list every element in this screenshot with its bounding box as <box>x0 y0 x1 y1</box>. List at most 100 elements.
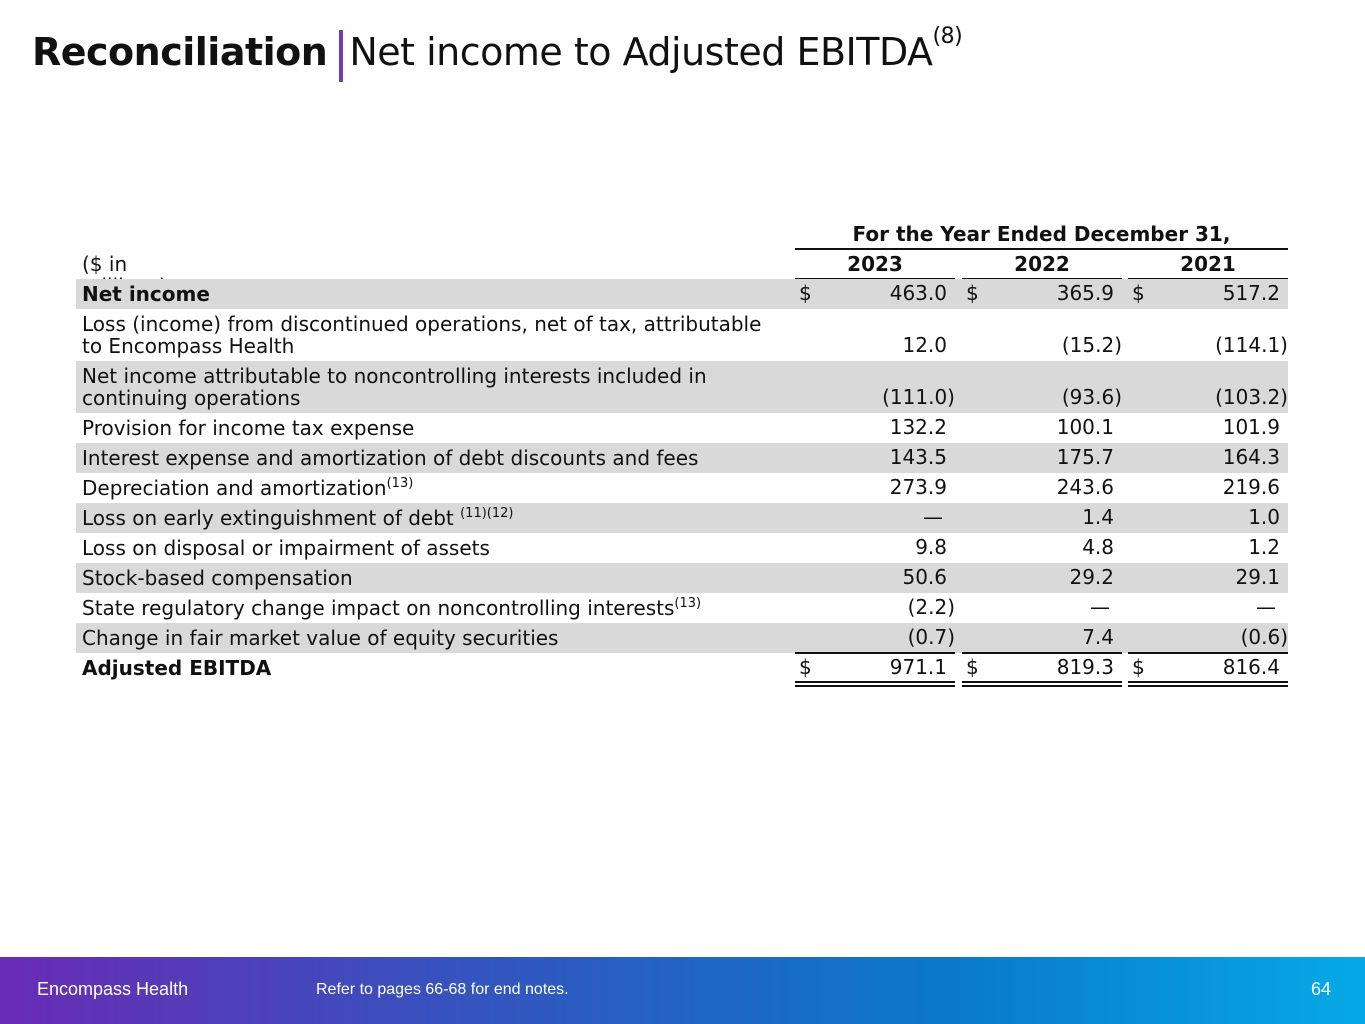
value-cell: 1.4 <box>966 505 1122 529</box>
table-row: Stock-based compensation 50.6 29.2 29.1 <box>76 563 1288 593</box>
divider <box>795 685 955 687</box>
value-cell: — <box>1132 595 1288 619</box>
value: (93.6) <box>1061 385 1122 409</box>
row-label-text: Change in fair market value of equity se… <box>82 626 559 650</box>
value: 1.2 <box>1248 535 1280 559</box>
footer-note: Refer to pages 66-68 for end notes. <box>316 981 569 998</box>
row-label: Loss (income) from discontinued operatio… <box>82 313 761 357</box>
value: 9.8 <box>915 535 947 559</box>
value: 12.0 <box>902 333 947 357</box>
value: (15.2) <box>1061 333 1122 357</box>
footnote-ref: (11)(12) <box>460 506 514 521</box>
row-label-text: Loss on early extinguishment of debt <box>82 506 461 530</box>
value: 1.4 <box>1082 505 1114 529</box>
value-cell: (111.0) <box>799 385 955 409</box>
row-label-text: Adjusted EBITDA <box>82 656 272 680</box>
year-header: 2022 <box>1014 252 1070 276</box>
value-cell: 219.6 <box>1132 475 1288 499</box>
value: 1.0 <box>1248 505 1280 529</box>
row-label: Interest expense and amortization of deb… <box>82 447 698 469</box>
value: 143.5 <box>889 445 947 469</box>
value: 273.9 <box>889 475 947 499</box>
table-row: Net income $463.0 $365.9 $517.2 <box>76 279 1288 309</box>
title-divider <box>339 30 344 82</box>
table-row: Loss on early extinguishment of debt (11… <box>76 503 1288 533</box>
row-label-text: Stock-based compensation <box>82 566 353 590</box>
currency-symbol: $ <box>1132 281 1145 305</box>
value-cell: 12.0 <box>799 333 955 357</box>
value: 219.6 <box>1222 475 1280 499</box>
row-label-text: Net income <box>82 282 210 306</box>
value-cell: 4.8 <box>966 535 1122 559</box>
footer-company: Encompass Health <box>37 979 189 999</box>
page-number: 64 <box>1311 979 1332 999</box>
value: — <box>923 505 943 529</box>
value-cell: 9.8 <box>799 535 955 559</box>
value: 50.6 <box>902 565 947 589</box>
value-cell: (93.6) <box>966 385 1122 409</box>
value-cell: (0.7) <box>799 625 955 649</box>
currency-symbol: $ <box>966 281 979 305</box>
value: 29.2 <box>1069 565 1114 589</box>
value-cell: (15.2) <box>966 333 1122 357</box>
divider <box>1128 652 1288 654</box>
currency-symbol: $ <box>799 281 812 305</box>
value: (0.7) <box>907 625 955 649</box>
value: 4.8 <box>1082 535 1114 559</box>
value: 101.9 <box>1222 415 1280 439</box>
currency-symbol: $ <box>1132 655 1145 679</box>
value-cell: 132.2 <box>799 415 955 439</box>
table-row: Loss (income) from discontinued operatio… <box>76 309 1288 361</box>
row-label: Depreciation and amortization(13) <box>82 476 413 500</box>
value-cell: — <box>966 595 1122 619</box>
title-subtitle: Net income to Adjusted EBITDA(8) <box>349 24 962 74</box>
currency-symbol: $ <box>799 655 812 679</box>
divider <box>962 685 1122 687</box>
value-cell: 101.9 <box>1132 415 1288 439</box>
table-row: Interest expense and amortization of deb… <box>76 443 1288 473</box>
value-cell: (0.6) <box>1132 625 1288 649</box>
value-cell: — <box>799 505 955 529</box>
value-cell: $463.0 <box>799 281 955 305</box>
title-text: Net income to Adjusted EBITDA <box>349 30 933 74</box>
divider <box>795 652 955 654</box>
divider <box>795 681 955 683</box>
footer: Encompass Health Refer to pages 66-68 fo… <box>0 957 1365 1024</box>
value: 463.0 <box>889 281 947 305</box>
value-cell: 1.0 <box>1132 505 1288 529</box>
title-footnote: (8) <box>932 24 963 49</box>
value: 7.4 <box>1082 625 1114 649</box>
table-row: Depreciation and amortization(13) 273.9 24… <box>76 473 1288 503</box>
currency-symbol: $ <box>966 655 979 679</box>
value-cell: 243.6 <box>966 475 1122 499</box>
table-row: Loss on disposal or impairment of assets… <box>76 533 1288 563</box>
value: 100.1 <box>1056 415 1114 439</box>
row-label-text: Loss on disposal or impairment of assets <box>82 536 490 560</box>
row-label: Provision for income tax expense <box>82 417 414 439</box>
value-cell: 273.9 <box>799 475 955 499</box>
row-label: Net income attributable to noncontrollin… <box>82 365 707 409</box>
divider <box>1128 681 1288 683</box>
table-row: Provision for income tax expense 132.2 100… <box>76 413 1288 443</box>
row-label-text: Interest expense and amortization of deb… <box>82 446 699 470</box>
value: 175.7 <box>1056 445 1114 469</box>
table-row: Net income attributable to noncontrollin… <box>76 361 1288 413</box>
row-label-text: State regulatory change impact on noncon… <box>82 596 675 620</box>
value: 243.6 <box>1056 475 1114 499</box>
year-header: 2023 <box>847 252 903 276</box>
row-label: State regulatory change impact on noncon… <box>82 596 701 620</box>
value: 971.1 <box>889 655 947 679</box>
value-cell: 100.1 <box>966 415 1122 439</box>
value-cell: 7.4 <box>966 625 1122 649</box>
row-label-text: Depreciation and amortization <box>82 476 387 500</box>
value-cell: $517.2 <box>1132 281 1288 305</box>
row-label: Stock-based compensation <box>82 567 353 589</box>
row-label: Loss on early extinguishment of debt (11… <box>82 506 514 530</box>
value-cell: $365.9 <box>966 281 1122 305</box>
period-header: For the Year Ended December 31, <box>852 222 1231 246</box>
value: 164.3 <box>1222 445 1280 469</box>
value-cell: 50.6 <box>799 565 955 589</box>
value: (2.2) <box>907 595 955 619</box>
value-cell: 29.1 <box>1132 565 1288 589</box>
value-cell: $971.1 <box>799 655 955 679</box>
